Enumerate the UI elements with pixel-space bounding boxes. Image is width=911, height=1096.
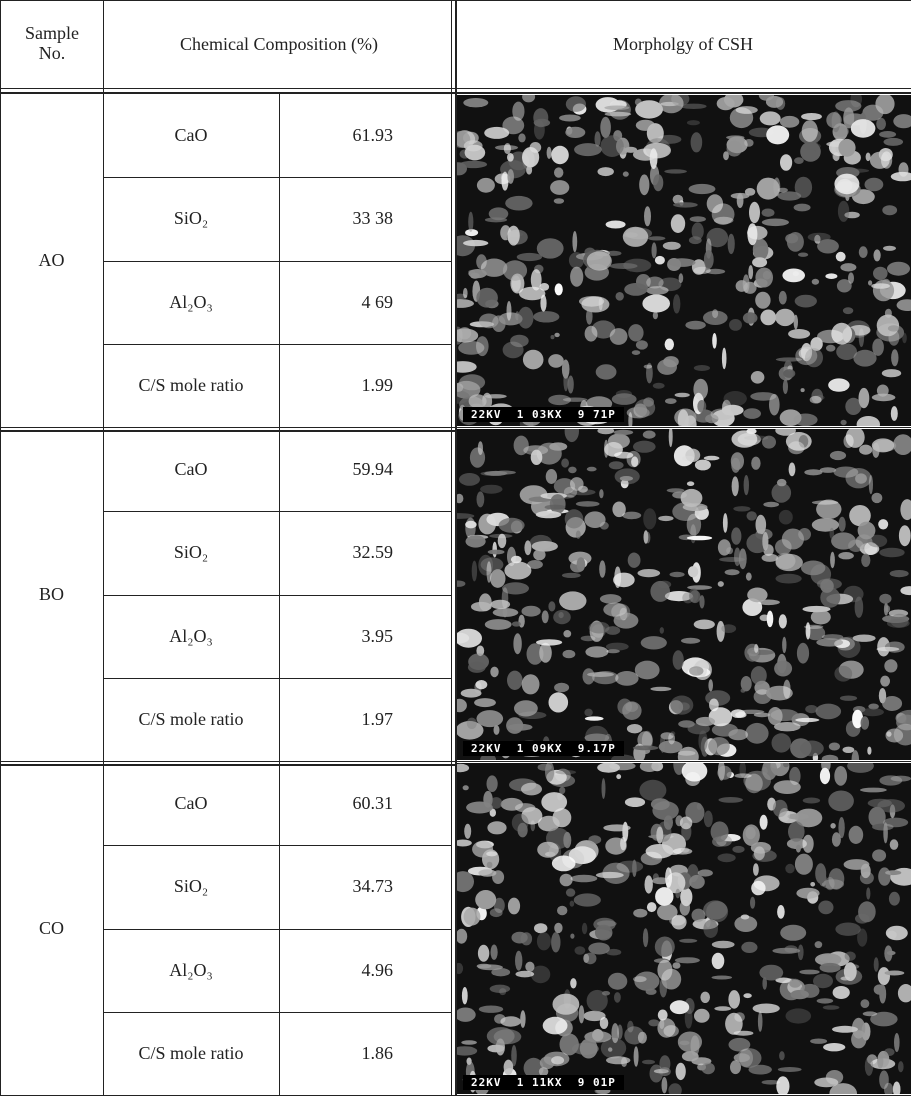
value: 1.86 [279,1012,455,1095]
micrograph-label: 22KV 1 11KX 9 01P [463,1075,624,1090]
value: 59.94 [279,428,455,511]
component: CaO [103,762,279,845]
rule [103,678,451,679]
sample-name: BO [0,428,103,761]
body: Sample No.Chemical Composition (%)Morpho… [0,0,911,1096]
rule [0,0,911,1]
micrograph-label: 22KV 1 03KX 9 71P [463,407,624,422]
rule [103,177,451,178]
rule [103,929,451,930]
component: Al₂O₃ [103,595,279,678]
rule [103,845,451,846]
value: 32.59 [279,511,455,594]
page: {"header": {"sample": "Sample No.", "com… [0,0,911,1096]
value: 4.96 [279,929,455,1012]
rule [103,261,451,262]
component: SiO₂ [103,511,279,594]
header-cell: Chemical Composition (%) [103,0,455,88]
sample-name: CO [0,762,103,1095]
component: C/S mole ratio [103,678,279,761]
header-cell: Morpholgy of CSH [455,0,911,88]
component: SiO₂ [103,845,279,928]
sample-name: AO [0,94,103,427]
rule [103,344,451,345]
value: 1.97 [279,678,455,761]
component: SiO₂ [103,177,279,260]
component: C/S mole ratio [103,344,279,427]
table: Sample No.Chemical Composition (%)Morpho… [0,0,911,1096]
micrograph [457,429,911,760]
value: 33 38 [279,177,455,260]
component: CaO [103,428,279,511]
header-cell: Sample No. [14,0,90,88]
value: 3.95 [279,595,455,678]
component: CaO [103,94,279,177]
value: 4 69 [279,261,455,344]
micrograph [457,95,911,426]
component: Al₂O₃ [103,929,279,1012]
micrograph-label: 22KV 1 09KX 9.17P [463,741,624,756]
value: 60.31 [279,762,455,845]
component: Al₂O₃ [103,261,279,344]
component: C/S mole ratio [103,1012,279,1095]
value: 1.99 [279,344,455,427]
rule [103,511,451,512]
value: 61.93 [279,94,455,177]
value: 34.73 [279,845,455,928]
rule [103,595,451,596]
rule [103,1012,451,1013]
rule [0,88,911,89]
micrograph [457,763,911,1094]
